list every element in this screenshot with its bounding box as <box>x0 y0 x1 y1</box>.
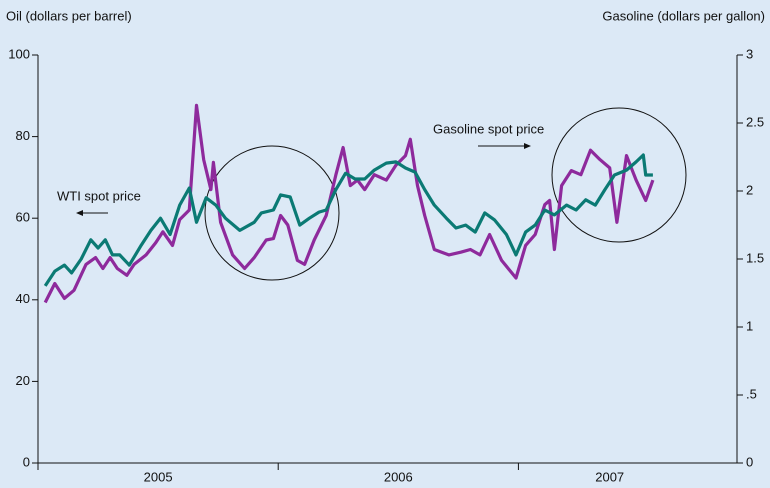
y-tick-label: 0 <box>23 454 30 469</box>
y-tick-label: 60 <box>16 210 30 225</box>
y-tick-label: 20 <box>16 373 30 388</box>
y-tick-label: 80 <box>16 128 30 143</box>
y2-tick-label: 1.5 <box>746 250 764 265</box>
y2-tick-label: 2.5 <box>746 114 764 129</box>
y-tick-label: 40 <box>16 291 30 306</box>
y-tick-label: 100 <box>8 46 30 61</box>
series-annotation: WTI spot price <box>57 188 141 203</box>
highlight-circle <box>204 145 340 281</box>
x-tick-label: 2005 <box>144 469 173 484</box>
y2-tick-label: .5 <box>746 386 757 401</box>
x-tick-label: 2006 <box>384 469 413 484</box>
y2-axis-title: Gasoline (dollars per gallon) <box>602 8 765 23</box>
annotation-arrowhead <box>524 143 531 149</box>
y2-tick-label: 3 <box>746 46 753 61</box>
series-line <box>43 103 655 304</box>
y2-tick-label: 0 <box>746 454 753 469</box>
annotation-arrowhead <box>76 210 83 216</box>
y2-tick-label: 2 <box>746 182 753 197</box>
series-line <box>43 153 653 287</box>
y-axis-title: Oil (dollars per barrel) <box>6 8 132 23</box>
highlight-circle <box>551 107 687 243</box>
series-annotation: Gasoline spot price <box>433 121 544 136</box>
y2-tick-label: 1 <box>746 318 753 333</box>
x-tick-label: 2007 <box>595 469 624 484</box>
